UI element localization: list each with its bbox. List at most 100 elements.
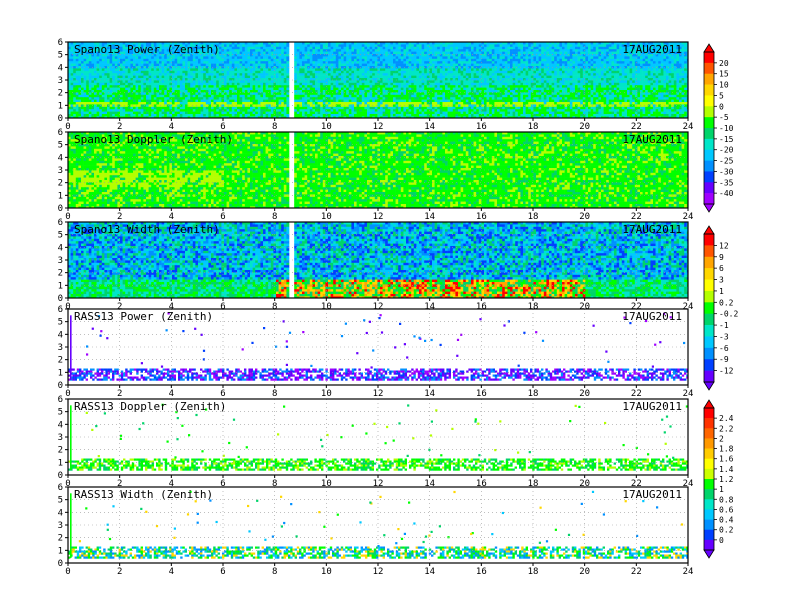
heatmap-cell [242,99,246,103]
heatmap-cell [104,109,108,112]
heatmap-cell [359,44,363,48]
heatmap-cell [398,61,402,64]
heatmap-cell [447,44,451,48]
heatmap-cell [112,106,116,110]
heatmap-cell [208,106,212,110]
heatmap-cell [382,73,386,76]
heatmap-cell [320,116,324,118]
heatmap-cell [260,61,264,64]
heatmap-cell [359,106,363,110]
heatmap-cell [341,63,344,67]
heatmap-cell [286,80,290,84]
heatmap-cell [270,87,274,91]
heatmap-cell [359,94,363,98]
heatmap-cell [452,49,456,52]
heatmap-cell [156,56,160,60]
heatmap-cell [408,56,412,60]
heatmap-cell [471,116,474,118]
heatmap-cell [322,78,326,81]
heatmap-cell [135,66,139,69]
heatmap-cell [426,82,430,86]
heatmap-cell [138,42,142,45]
heatmap-cell [203,102,207,105]
heatmap-cell [278,85,282,88]
heatmap-cell [195,51,199,55]
heatmap-cell [133,70,136,74]
heatmap-cell [81,111,84,115]
heatmap-cell [244,63,248,67]
heatmap-cell [239,49,243,52]
heatmap-cell [99,94,103,98]
heatmap-cell [335,85,339,88]
heatmap-cell [419,68,422,72]
heatmap-cell [250,104,253,108]
heatmap-cell [190,111,194,115]
heatmap-cell [153,116,157,118]
heatmap-cell [471,46,474,50]
heatmap-cell [75,73,79,76]
heatmap-cell [83,66,87,69]
heatmap-cell [83,44,87,48]
heatmap-cell [276,42,279,45]
heatmap-cell [465,82,469,86]
heatmap-cell [81,63,84,67]
heatmap-cell [439,97,443,100]
heatmap-cell [328,99,331,103]
heatmap-cell [411,61,415,64]
heatmap-cell [432,97,435,100]
heatmap-cell [445,44,448,48]
heatmap-cell [463,111,467,115]
heatmap-cell [361,82,365,86]
heatmap-cell [374,46,378,50]
heatmap-cell [408,44,412,48]
heatmap-cell [127,97,131,100]
heatmap-cell [413,42,417,45]
heatmap-cell [432,102,435,105]
heatmap-cell [86,49,90,52]
heatmap-cell [75,82,79,86]
heatmap-cell [112,42,116,45]
heatmap-cell [322,58,326,62]
heatmap-cell [96,82,100,86]
heatmap-cell [187,87,191,91]
heatmap-cell [361,104,365,108]
heatmap-cell [252,102,256,105]
heatmap-cell [190,78,194,81]
heatmap-cell [224,70,227,74]
heatmap-cell [187,94,191,98]
heatmap-cell [390,99,394,103]
heatmap-cell [374,99,378,103]
heatmap-cell [442,68,446,72]
heatmap-cell [304,104,308,108]
heatmap-cell [395,75,399,79]
heatmap-cell [218,54,222,57]
heatmap-cell [432,106,435,110]
heatmap-cell [140,82,144,86]
heatmap-cell [367,94,370,98]
heatmap-cell [174,90,178,93]
heatmap-cell [242,73,246,76]
heatmap-cell [471,68,474,72]
heatmap-cell [380,75,383,79]
heatmap-cell [195,73,199,76]
heatmap-cell [91,116,95,118]
heatmap-cell [166,68,170,72]
heatmap-cell [432,104,435,108]
heatmap-cell [211,94,214,98]
heatmap-cell [463,116,467,118]
heatmap-cell [268,46,272,50]
heatmap-cell [341,102,344,105]
heatmap-cell [156,54,160,57]
heatmap-cell [257,114,261,117]
heatmap-cell [447,63,451,67]
heatmap-cell [315,109,318,112]
heatmap-cell [338,75,342,79]
heatmap-cell [130,70,134,74]
heatmap-cell [213,106,217,110]
heatmap-cell [81,49,84,52]
heatmap-cell [265,54,269,57]
heatmap-cell [268,80,272,84]
heatmap-cell [159,58,162,62]
heatmap-cell [476,51,480,55]
heatmap-cell [247,68,251,72]
